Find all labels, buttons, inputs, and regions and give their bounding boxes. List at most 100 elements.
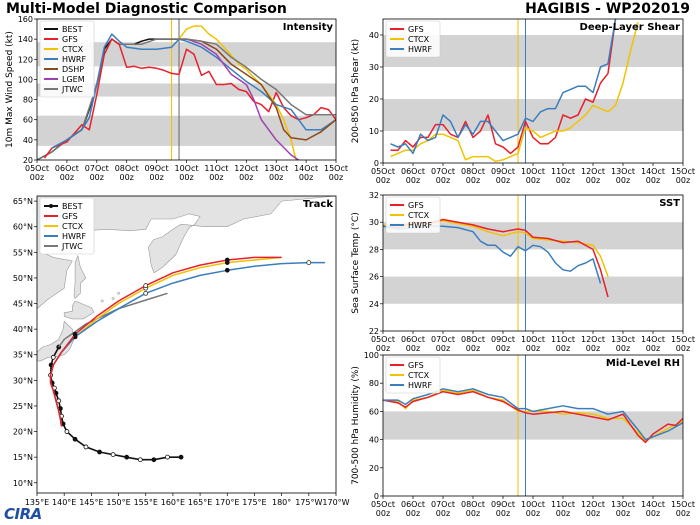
forecast-marker	[224, 267, 230, 273]
intensity-xtick-label: 05Oct	[25, 164, 49, 173]
intensity-legend-label: BEST	[62, 25, 83, 34]
forecast-marker	[306, 260, 312, 265]
track-legend-label: JTWC	[61, 242, 83, 251]
sst-xtick-label: 13Oct	[611, 335, 635, 344]
shear-series-hwrf	[390, 19, 617, 155]
sst-ytick-label: 30	[369, 218, 379, 227]
sst-ytick-label: 26	[369, 273, 379, 282]
intensity-series-hwrf	[51, 33, 336, 149]
intensity-xtick-label: 00z	[269, 173, 283, 182]
track-lon-label: 180°	[272, 498, 291, 507]
sst-band	[383, 276, 683, 304]
rh-legend-label: GFS	[408, 361, 424, 370]
track-lon-label: 155°E	[134, 498, 158, 507]
track-lon-label: 150°E	[106, 498, 130, 507]
track-title: Track	[303, 199, 333, 210]
shear-xtick-label: 15Oct	[671, 167, 695, 176]
rh-xtick-label: 06Oct	[401, 500, 425, 509]
rh-ylabel: 700-500 hPa Humidity (%)	[351, 366, 361, 485]
best-track-marker	[137, 457, 143, 463]
rh-series-gfs	[383, 390, 683, 444]
intensity-xtick-label: 12Oct	[234, 164, 258, 173]
track-lon-label: 175°W	[295, 498, 322, 507]
rh-xtick-label: 00z	[586, 509, 600, 518]
intensity-xtick-label: 13Oct	[264, 164, 288, 173]
intensity-legend-label: HWRF	[62, 55, 86, 64]
best-track-marker	[178, 454, 184, 460]
shear-legend-label: HWRF	[408, 45, 432, 54]
sst-xtick-label: 00z	[586, 344, 600, 353]
sst-xtick-label: 10Oct	[521, 335, 545, 344]
intensity-ytick-label: 20	[23, 156, 33, 165]
shear-xtick-label: 00z	[496, 176, 510, 185]
intensity-xtick-label: 00z	[179, 173, 193, 182]
sst-ytick-label: 32	[369, 191, 379, 200]
shear-xtick-label: 13Oct	[611, 167, 635, 176]
rh-legend-label: CTCX	[408, 371, 430, 380]
track-lon-label: 175°E	[242, 498, 266, 507]
track-lon-label: 140°E	[52, 498, 76, 507]
landmass	[37, 196, 336, 310]
rh-xtick-label: 00z	[646, 509, 660, 518]
shear-xtick-label: 00z	[406, 176, 420, 185]
intensity-legend-label: DSHP	[62, 65, 84, 74]
shear-xtick-label: 00z	[586, 176, 600, 185]
shear-ytick-label: 10	[369, 127, 379, 136]
intensity-ytick-label: 40	[23, 136, 33, 145]
shear-title: Deep-Layer Shear	[580, 22, 681, 33]
shear-band	[383, 99, 683, 131]
rh-xtick-label: 12Oct	[581, 500, 605, 509]
intensity-series-gfs	[43, 38, 336, 159]
rh-panel: 02040608010005Oct00z06Oct00z07Oct00z08Oc…	[351, 351, 695, 518]
track-legend-label: GFS	[62, 212, 78, 221]
rh-xtick-label: 00z	[556, 509, 570, 518]
shear-xtick-label: 09Oct	[491, 167, 515, 176]
rh-xtick-label: 10Oct	[521, 500, 545, 509]
forecast-marker	[224, 257, 230, 263]
best-track-marker	[151, 457, 157, 463]
sst-panel: 22242628303205Oct00z06Oct00z07Oct00z08Oc…	[351, 191, 695, 353]
intensity-xtick-label: 00z	[329, 173, 343, 182]
intensity-xtick-label: 00z	[90, 173, 104, 182]
track-lat-label: 20°N	[13, 428, 33, 437]
shear-ytick-label: 20	[369, 95, 379, 104]
track-lat-label: 15°N	[13, 453, 33, 462]
sst-xtick-label: 00z	[616, 344, 630, 353]
shear-xtick-label: 14Oct	[641, 167, 665, 176]
intensity-xtick-label: 11Oct	[204, 164, 228, 173]
track-series-ctcx	[49, 256, 282, 427]
track-lon-label: 165°E	[188, 498, 212, 507]
rh-xtick-label: 08Oct	[461, 500, 485, 509]
track-lon-label: 170°E	[215, 498, 239, 507]
intensity-legend-label: JTWC	[61, 85, 83, 94]
track-series-hwrf	[49, 261, 326, 427]
track-lat-label: 60°N	[13, 223, 33, 232]
intensity-ylabel: 10m Max Wind Speed (kt)	[5, 31, 15, 148]
shear-xtick-label: 00z	[676, 176, 690, 185]
sst-xtick-label: 00z	[496, 344, 510, 353]
island	[100, 299, 104, 303]
rh-xtick-label: 00z	[526, 509, 540, 518]
rh-xtick-label: 00z	[676, 509, 690, 518]
sst-xtick-label: 00z	[556, 344, 570, 353]
best-track-marker	[72, 436, 78, 442]
track-panel: 10°N 15°N 20°N 25°N 30°N 35°N 40°N 45°N 50°N 55°N…	[13, 195, 350, 507]
sst-xtick-label: 06Oct	[401, 335, 425, 344]
track-lat-label: 50°N	[13, 274, 33, 283]
rh-ytick-label: 80	[369, 379, 379, 388]
track-series-gfs	[49, 256, 282, 427]
intensity-ytick-label: 120	[18, 55, 33, 64]
intensity-legend-label: LGEM	[62, 75, 85, 84]
track-lat-label: 30°N	[13, 376, 33, 385]
sst-xtick-label: 00z	[436, 344, 450, 353]
shear-xtick-label: 00z	[376, 176, 390, 185]
rh-xtick-label: 00z	[496, 509, 510, 518]
shear-series-gfs	[390, 19, 617, 155]
rh-ytick-label: 40	[369, 436, 379, 445]
intensity-xtick-label: 15Oct	[324, 164, 348, 173]
track-lat-label: 25°N	[13, 402, 33, 411]
sst-legend-label: CTCX	[408, 211, 430, 220]
best-track-marker	[56, 398, 62, 404]
storm-title: HAGIBIS - WP202019	[525, 1, 690, 17]
shear-series-ctcx	[390, 22, 639, 163]
